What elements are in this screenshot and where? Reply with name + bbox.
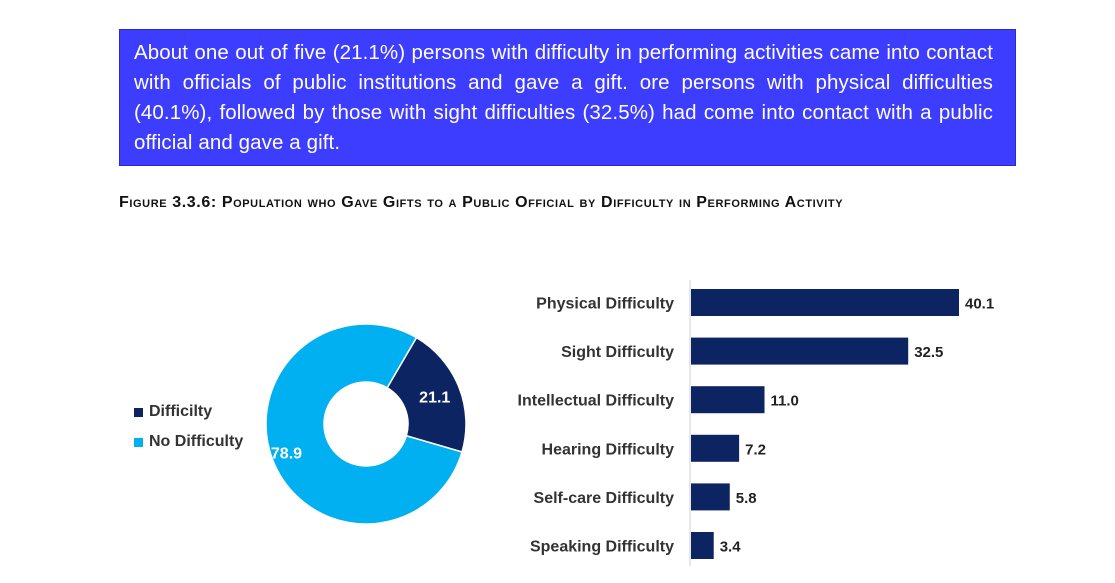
bar-category-2: Intellectual Difficulty	[518, 393, 675, 410]
bar-category-5: Speaking Difficulty	[530, 539, 674, 556]
figure-title: Figure 3.3.6: Population who Gave Gifts …	[119, 194, 844, 211]
bar-5	[691, 532, 714, 559]
bar-category-3: Hearing Difficulty	[542, 441, 675, 458]
bar-0	[691, 289, 959, 316]
bar-1	[691, 337, 909, 365]
bar-category-1: Sight Difficulty	[561, 344, 674, 361]
donut-label-1: 78.9	[271, 445, 302, 462]
bar-4	[691, 483, 730, 511]
donut-chart: 21.1 78.9	[265, 323, 467, 525]
bar-value-3: 7.2	[745, 441, 766, 458]
bar-value-0: 40.1	[965, 296, 994, 313]
summary-box: About one out of five (21.1%) persons wi…	[119, 29, 1016, 166]
bar-value-2: 11.0	[771, 393, 799, 410]
donut-slice-1	[265, 323, 463, 525]
legend-item-1: No Difficulty	[134, 427, 243, 457]
legend-swatch-0	[134, 407, 143, 417]
bar-category-4: Self-care Difficulty	[534, 490, 675, 507]
legend-swatch-1	[134, 437, 143, 447]
donut-slice-0	[386, 336, 467, 453]
legend-label-0: Difficilty	[149, 403, 213, 420]
summary-text: About one out of five (21.1%) persons wi…	[134, 41, 993, 154]
bar-3	[691, 434, 740, 462]
donut-legend: Difficilty No Difficulty	[134, 397, 243, 457]
bar-2	[691, 386, 765, 414]
legend-label-1: No Difficulty	[149, 433, 244, 450]
bar-value-4: 5.8	[736, 490, 757, 507]
legend-item-0: Difficilty	[134, 397, 243, 427]
bar-category-0: Physical Difficulty	[536, 296, 674, 313]
donut-label-0: 21.1	[419, 390, 450, 407]
bar-value-5: 3.4	[720, 539, 742, 556]
bar-chart: Physical Difficulty 40.1 Sight Difficulty 3…	[518, 280, 994, 566]
bar-value-1: 32.5	[914, 344, 943, 361]
